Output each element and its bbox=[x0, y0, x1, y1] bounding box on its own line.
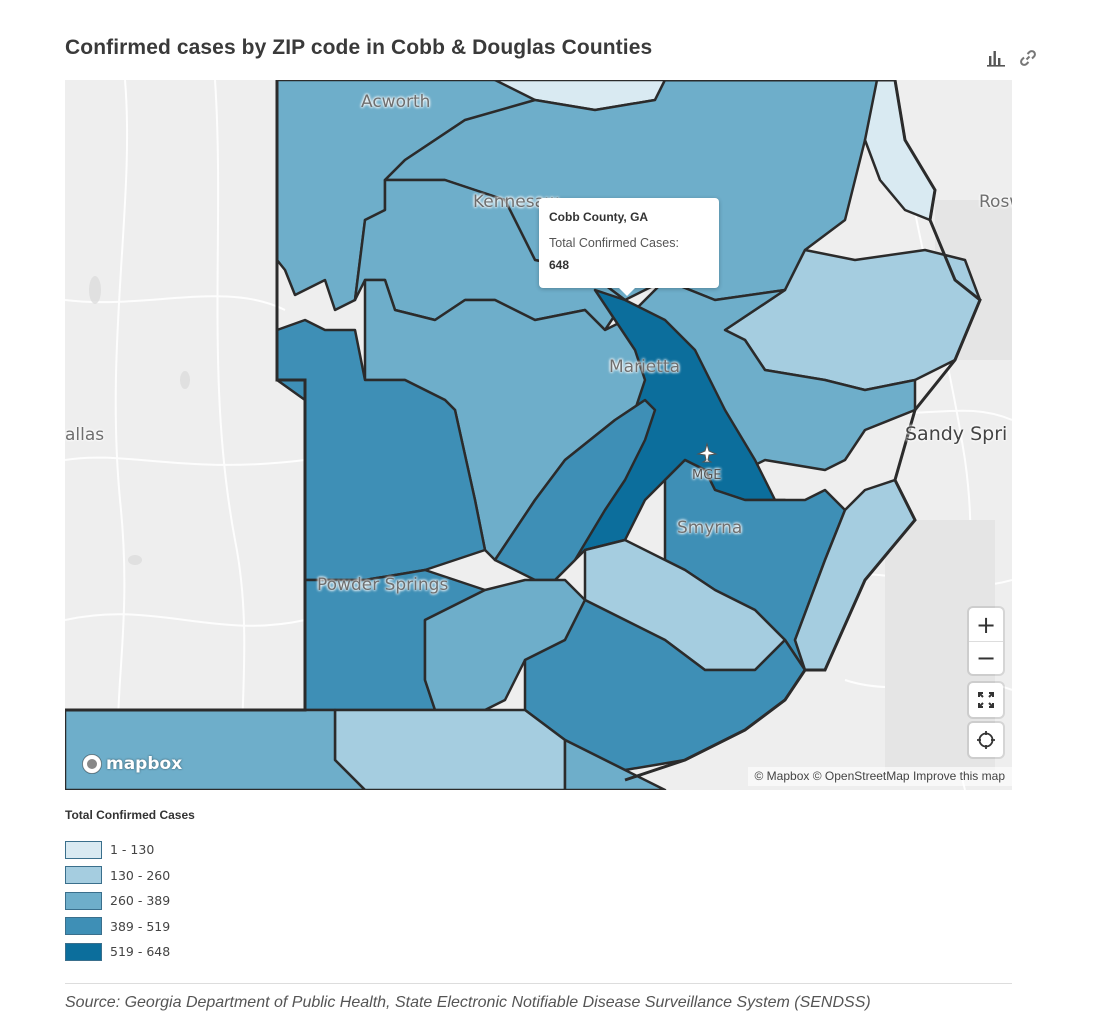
place-label-marietta: Marietta bbox=[609, 357, 681, 377]
legend-item: 389 - 519 bbox=[65, 914, 195, 940]
chart-tools bbox=[984, 46, 1040, 70]
place-label-dallas: allas bbox=[65, 425, 105, 445]
choropleth-map[interactable]: Acworth Kennesaw Marietta Smyrna Powder … bbox=[65, 80, 1012, 790]
legend: Total Confirmed Cases 1 - 130 130 - 260 … bbox=[65, 808, 195, 965]
legend-swatch bbox=[65, 866, 102, 885]
footer-divider bbox=[65, 983, 1012, 984]
fullscreen-icon bbox=[978, 692, 994, 708]
place-label-kennesaw: Kennesaw bbox=[473, 192, 559, 212]
place-label-sandy-springs: Sandy Spri bbox=[905, 423, 1008, 445]
attribution-improve[interactable]: Improve this map bbox=[912, 769, 1005, 783]
airport-label: MGE bbox=[692, 468, 722, 483]
place-label-acworth: Acworth bbox=[361, 92, 431, 112]
locate-icon bbox=[977, 731, 995, 749]
legend-swatch bbox=[65, 917, 102, 936]
zoom-controls: + − bbox=[969, 608, 1003, 674]
zip-region-lithia-springs[interactable] bbox=[65, 708, 367, 790]
map-canvas[interactable] bbox=[65, 80, 1012, 790]
source-note: Source: Georgia Department of Public Hea… bbox=[65, 994, 871, 1011]
zoom-in-button[interactable]: + bbox=[975, 610, 997, 639]
zoom-out-button[interactable]: − bbox=[969, 641, 1003, 674]
zip-region-marietta-south[interactable] bbox=[493, 398, 657, 582]
tooltip-label: Total Confirmed Cases: bbox=[549, 236, 679, 250]
attribution-osm[interactable]: © OpenStreetMap bbox=[812, 769, 910, 783]
legend-item: 130 - 260 bbox=[65, 863, 195, 889]
county-outline bbox=[65, 80, 982, 782]
map-tooltip: Cobb County, GA Total Confirmed Cases: 6… bbox=[539, 198, 719, 296]
link-icon[interactable] bbox=[1016, 46, 1040, 70]
tooltip-value: 648 bbox=[549, 258, 570, 272]
chart-title: Confirmed cases by ZIP code in Cobb & Do… bbox=[65, 36, 653, 59]
tooltip-title: Cobb County, GA bbox=[549, 210, 649, 224]
bar-chart-icon[interactable] bbox=[984, 46, 1008, 70]
legend-label: 389 - 519 bbox=[110, 918, 171, 934]
legend-swatch bbox=[65, 840, 102, 859]
legend-label: 519 - 648 bbox=[110, 944, 171, 960]
legend-label: 260 - 389 bbox=[110, 893, 171, 909]
legend-item: 1 - 130 bbox=[65, 837, 195, 863]
legend-swatch bbox=[65, 942, 102, 961]
legend-item: 260 - 389 bbox=[65, 888, 195, 914]
airport-icon bbox=[696, 442, 718, 463]
legend-swatch bbox=[65, 891, 102, 910]
place-label-roswell: Rosw bbox=[979, 192, 1012, 212]
legend-item: 519 - 648 bbox=[65, 939, 195, 965]
mapbox-logo-icon bbox=[82, 754, 102, 774]
fullscreen-button[interactable] bbox=[969, 683, 1003, 717]
legend-title: Total Confirmed Cases bbox=[65, 808, 195, 822]
mapbox-logo-text: mapbox bbox=[106, 754, 183, 774]
place-label-smyrna: Smyrna bbox=[677, 518, 743, 538]
map-attribution: © Mapbox © OpenStreetMap Improve this ma… bbox=[747, 767, 1012, 786]
locate-button[interactable] bbox=[969, 723, 1003, 757]
zip-region-south-center[interactable] bbox=[563, 738, 667, 790]
legend-label: 130 - 260 bbox=[110, 867, 171, 883]
legend-label: 1 - 130 bbox=[110, 842, 155, 858]
zip-region-douglasville[interactable] bbox=[333, 708, 567, 790]
attribution-mapbox[interactable]: © Mapbox bbox=[754, 769, 810, 783]
place-label-powder-springs: Powder Springs bbox=[317, 575, 449, 595]
mapbox-logo[interactable]: mapbox bbox=[81, 753, 182, 775]
